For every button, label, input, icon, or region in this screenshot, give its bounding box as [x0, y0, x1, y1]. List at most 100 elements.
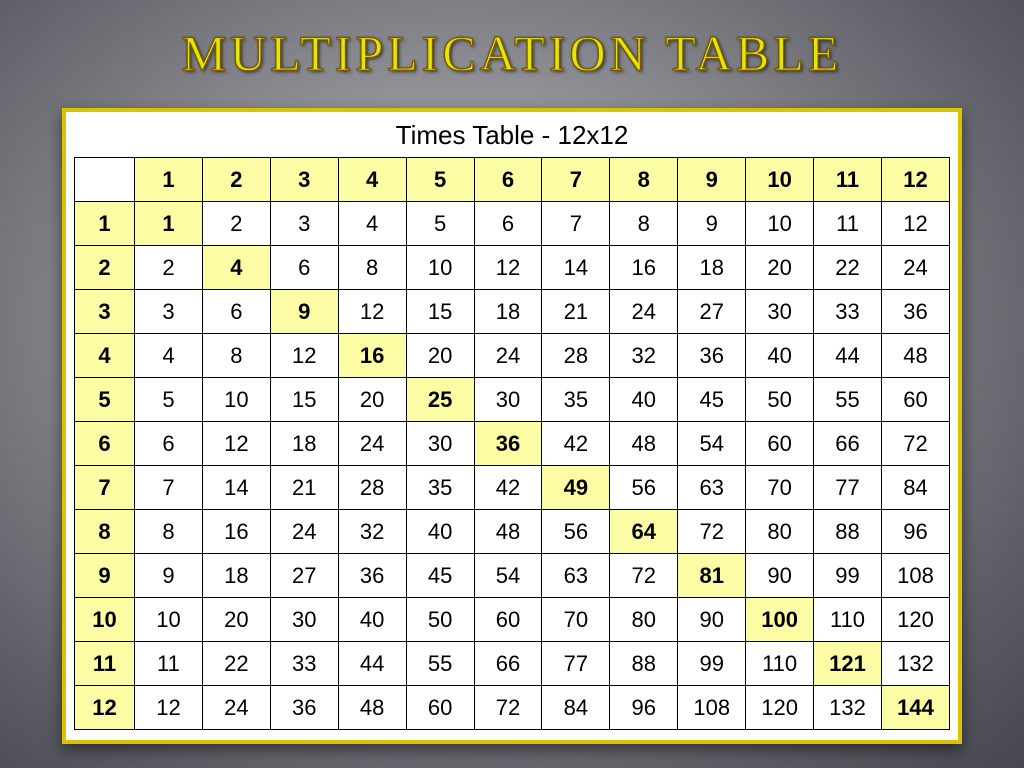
cell: 48: [881, 334, 949, 378]
cell: 30: [474, 378, 542, 422]
cell: 40: [338, 598, 406, 642]
table-row: 224681012141618202224: [75, 246, 950, 290]
cell: 36: [881, 290, 949, 334]
cell: 24: [474, 334, 542, 378]
cell: 60: [406, 686, 474, 730]
table-row: 10102030405060708090100110120: [75, 598, 950, 642]
row-header: 2: [75, 246, 135, 290]
table-row: 1123456789101112: [75, 202, 950, 246]
cell: 11: [135, 642, 203, 686]
cell: 44: [814, 334, 882, 378]
cell: 5: [135, 378, 203, 422]
cell: 21: [542, 290, 610, 334]
col-header: 3: [270, 158, 338, 202]
table-row: 881624324048566472808896: [75, 510, 950, 554]
cell: 50: [406, 598, 474, 642]
cell: 7: [135, 466, 203, 510]
cell: 9: [678, 202, 746, 246]
cell: 36: [678, 334, 746, 378]
cell: 2: [202, 202, 270, 246]
cell: 24: [610, 290, 678, 334]
cell: 108: [881, 554, 949, 598]
cell-diagonal: 16: [338, 334, 406, 378]
cell-diagonal: 64: [610, 510, 678, 554]
cell: 96: [881, 510, 949, 554]
cell: 8: [338, 246, 406, 290]
cell: 132: [814, 686, 882, 730]
cell: 55: [814, 378, 882, 422]
table-row: 551015202530354045505560: [75, 378, 950, 422]
table-row: 11112233445566778899110121132: [75, 642, 950, 686]
cell: 63: [542, 554, 610, 598]
cell: 24: [881, 246, 949, 290]
table-row: 771421283542495663707784: [75, 466, 950, 510]
cell: 90: [678, 598, 746, 642]
cell: 40: [406, 510, 474, 554]
cell: 15: [406, 290, 474, 334]
col-header: 1: [135, 158, 203, 202]
cell: 90: [746, 554, 814, 598]
cell: 30: [270, 598, 338, 642]
cell-diagonal: 81: [678, 554, 746, 598]
cell: 3: [135, 290, 203, 334]
col-header: 11: [814, 158, 882, 202]
table-header-row: 123456789101112: [75, 158, 950, 202]
col-header: 7: [542, 158, 610, 202]
cell: 10: [135, 598, 203, 642]
cell: 9: [135, 554, 203, 598]
cell: 96: [610, 686, 678, 730]
cell: 120: [881, 598, 949, 642]
cell: 48: [610, 422, 678, 466]
cell-diagonal: 36: [474, 422, 542, 466]
cell: 6: [202, 290, 270, 334]
cell-diagonal: 1: [135, 202, 203, 246]
row-header: 8: [75, 510, 135, 554]
cell: 63: [678, 466, 746, 510]
cell-diagonal: 9: [270, 290, 338, 334]
row-header: 7: [75, 466, 135, 510]
cell: 66: [474, 642, 542, 686]
row-header: 6: [75, 422, 135, 466]
cell: 60: [474, 598, 542, 642]
cell: 66: [814, 422, 882, 466]
cell: 18: [270, 422, 338, 466]
cell: 15: [270, 378, 338, 422]
cell: 99: [678, 642, 746, 686]
cell: 36: [270, 686, 338, 730]
table-row: 9918273645546372819099108: [75, 554, 950, 598]
cell: 22: [814, 246, 882, 290]
slide-title: MULTIPLICATION TABLE: [0, 24, 1024, 82]
table-row: 3369121518212427303336: [75, 290, 950, 334]
cell: 18: [474, 290, 542, 334]
cell: 32: [338, 510, 406, 554]
table-row: 44812162024283236404448: [75, 334, 950, 378]
cell: 24: [338, 422, 406, 466]
row-header: 10: [75, 598, 135, 642]
cell: 30: [406, 422, 474, 466]
cell: 42: [542, 422, 610, 466]
cell: 48: [474, 510, 542, 554]
cell: 36: [338, 554, 406, 598]
cell: 10: [406, 246, 474, 290]
cell: 54: [474, 554, 542, 598]
row-header: 3: [75, 290, 135, 334]
cell: 18: [202, 554, 270, 598]
row-header: 1: [75, 202, 135, 246]
cell: 24: [270, 510, 338, 554]
cell: 20: [746, 246, 814, 290]
cell: 12: [202, 422, 270, 466]
cell: 8: [610, 202, 678, 246]
cell: 12: [338, 290, 406, 334]
cell: 70: [542, 598, 610, 642]
cell: 2: [135, 246, 203, 290]
col-header: 8: [610, 158, 678, 202]
cell: 12: [270, 334, 338, 378]
cell: 10: [202, 378, 270, 422]
col-header: 6: [474, 158, 542, 202]
cell: 4: [338, 202, 406, 246]
cell: 77: [814, 466, 882, 510]
cell-diagonal: 121: [814, 642, 882, 686]
cell: 99: [814, 554, 882, 598]
cell: 30: [746, 290, 814, 334]
cell: 20: [406, 334, 474, 378]
